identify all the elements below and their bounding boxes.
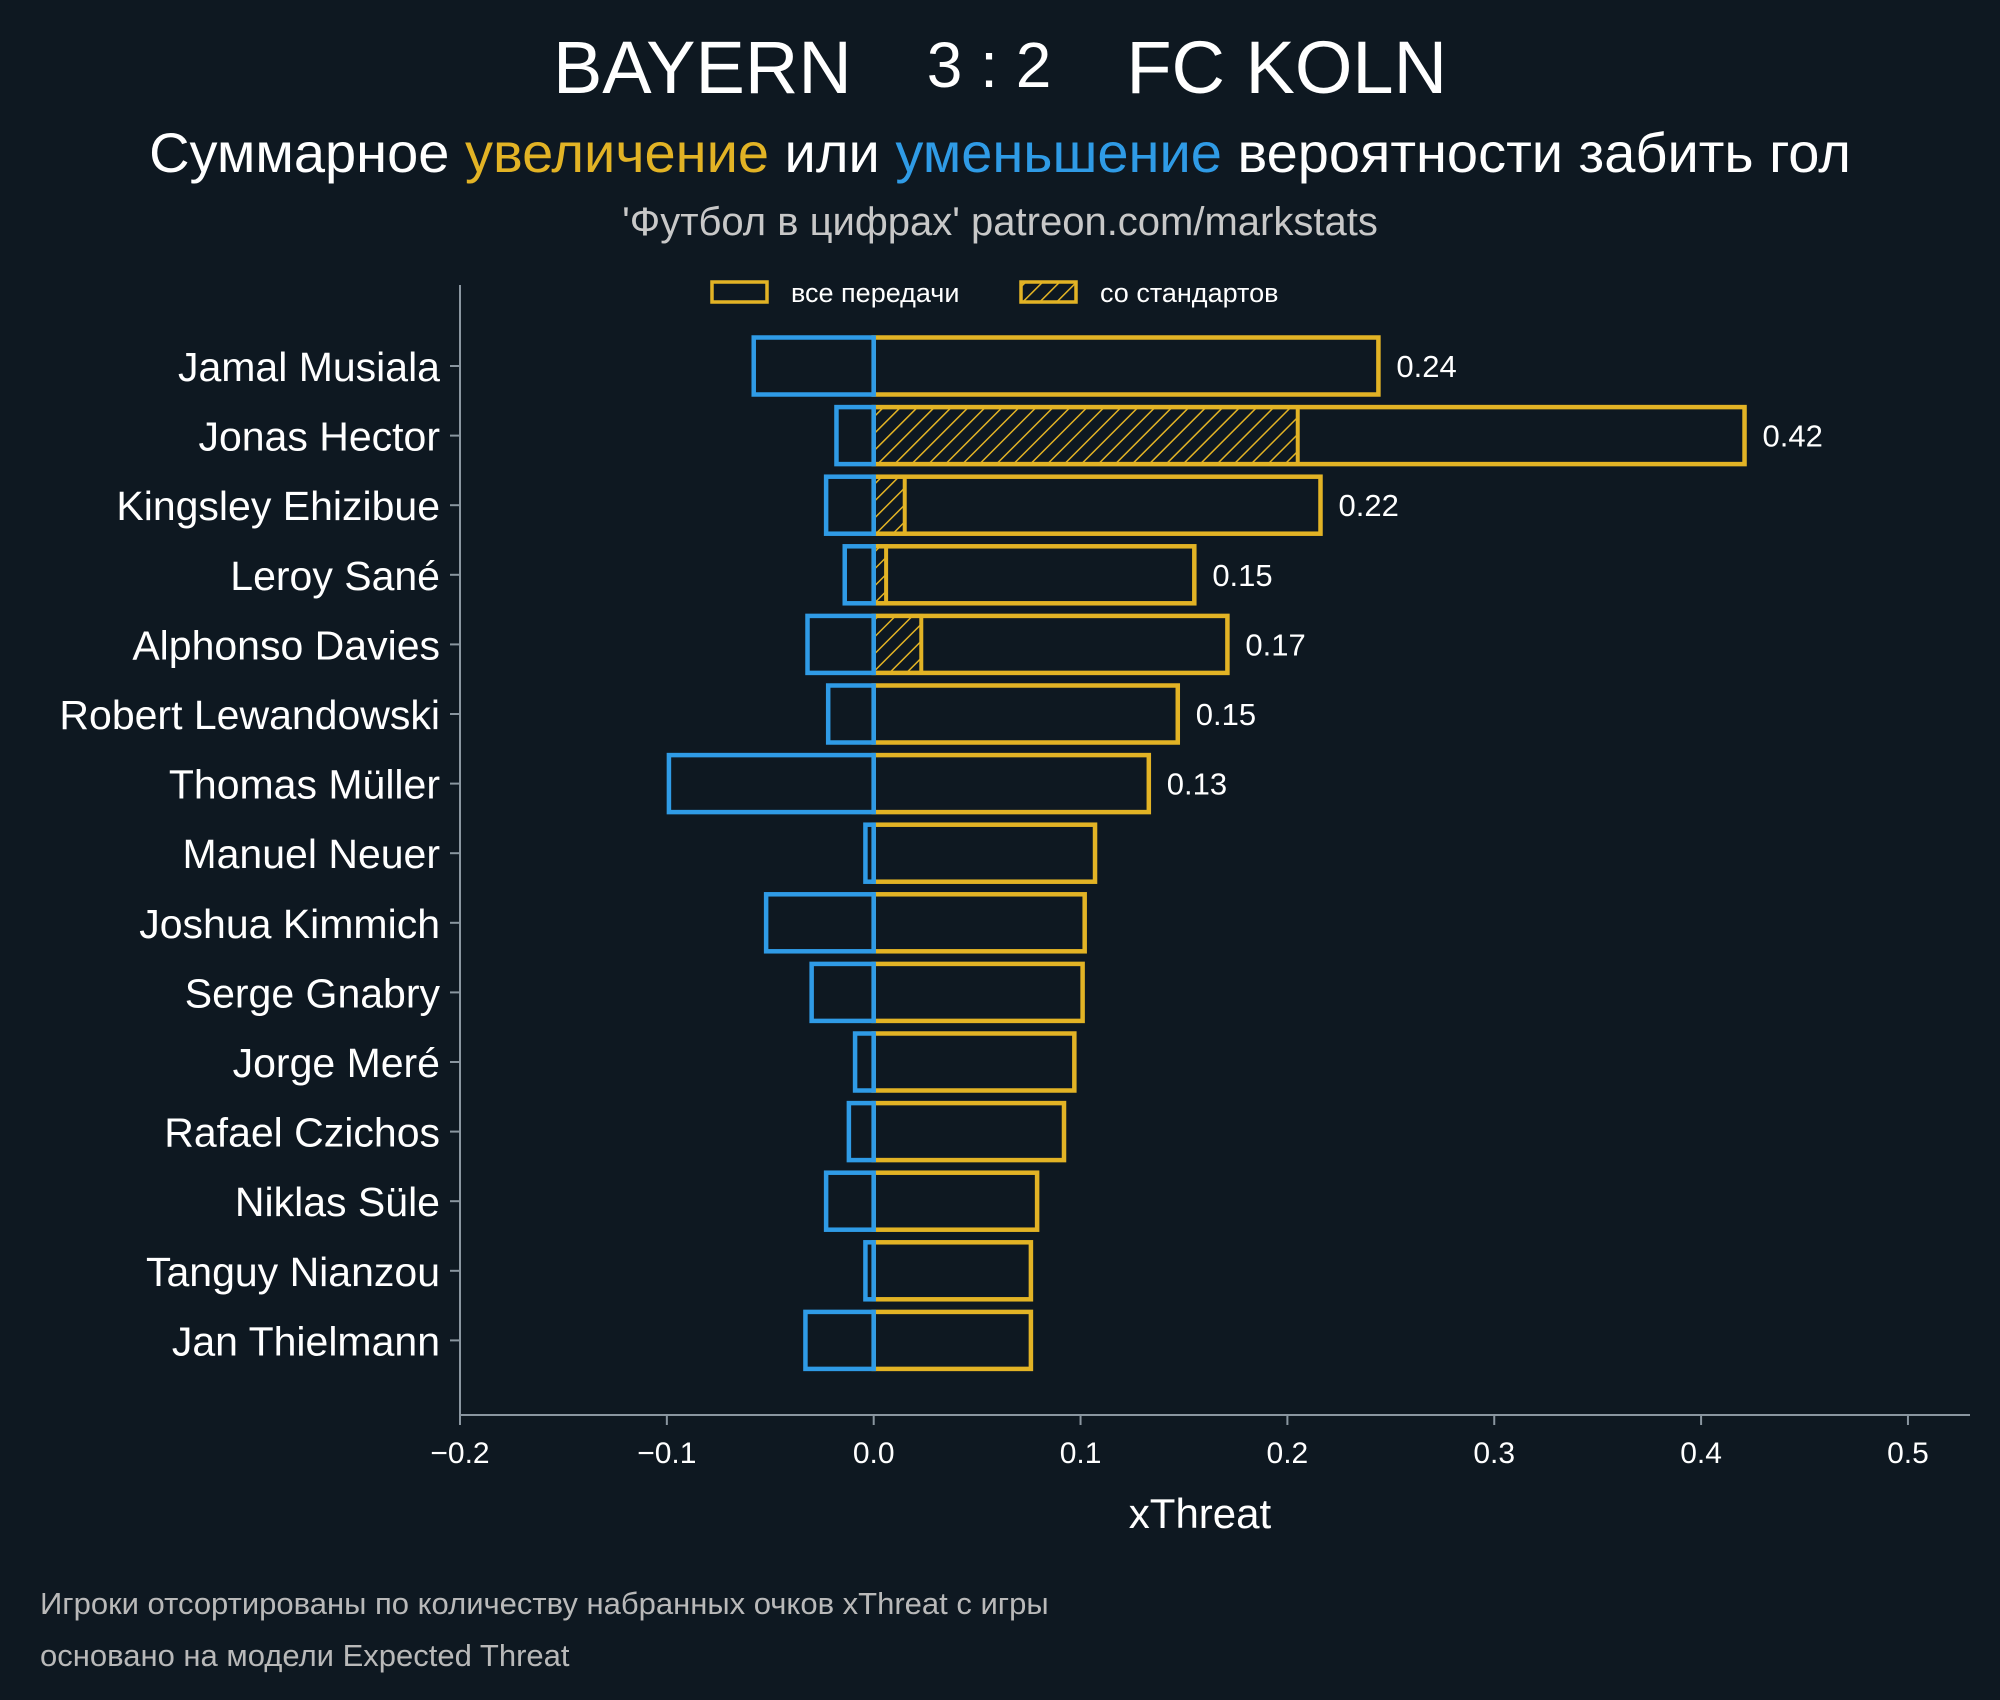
increase-bar [871, 822, 1098, 884]
decrease-bar [852, 1031, 876, 1093]
home-team: BAYERN [552, 26, 852, 109]
increase-bar [871, 335, 1381, 397]
set-piece-bar [871, 613, 924, 675]
chart-bars: 0.24 0.42 0.22 0.15 0.17 0.15 0.13 [666, 335, 1823, 1372]
x-axis-title: xThreat [1129, 1490, 1272, 1537]
footnote-sorting: Игроки отсортированы по количеству набра… [40, 1586, 1049, 1621]
match-score: 3 : 2 [926, 29, 1052, 101]
x-tick-label: 0.3 [1473, 1437, 1515, 1470]
decrease-bar [834, 404, 876, 467]
player-label: Thomas Müller [169, 762, 440, 808]
x-tick-label: 0.4 [1680, 1437, 1722, 1470]
player-label: Leroy Sané [230, 553, 440, 599]
set-piece-bar [871, 405, 1300, 467]
decrease-bar [863, 1240, 876, 1302]
increase-bar [871, 752, 1152, 815]
x-tick-label: −0.2 [430, 1437, 489, 1470]
value-label: 0.13 [1167, 767, 1227, 802]
increase-bar [871, 474, 1323, 536]
decrease-bar [823, 1170, 876, 1232]
player-label: Jorge Meré [233, 1040, 440, 1086]
increase-bar [871, 1170, 1040, 1232]
player-label: Serge Gnabry [185, 970, 441, 1016]
increase-bar [871, 544, 1197, 606]
player-label: Kingsley Ehizibue [116, 483, 440, 529]
chart-legend: все передачи со стандартов [710, 278, 1278, 308]
decrease-bar [846, 1100, 876, 1163]
increase-bar [871, 1031, 1077, 1093]
subtitle-part3: вероятности забить гол [1221, 121, 1851, 184]
player-label: Alphonso Davies [132, 622, 440, 668]
decrease-bar [751, 335, 876, 397]
source-credit: 'Футбол в цифрах' patreon.com/markstats [622, 200, 1378, 244]
legend-set-pieces-label: со стандартов [1100, 278, 1278, 308]
increase-bar [871, 961, 1085, 1024]
player-label: Jamal Musiala [178, 344, 440, 390]
xthreat-chart: все передачи со стандартов −0.2 −0.1 0.0 0.1… [59, 278, 1970, 1537]
value-label: 0.42 [1763, 419, 1823, 454]
chart-subtitle: Суммарное увеличение или уменьшение веро… [0, 118, 2000, 188]
match-title: BAYERN 3 : 2 FC KOLN [0, 22, 2000, 111]
player-label: Niklas Süle [235, 1179, 440, 1225]
increase-bar [871, 1100, 1067, 1163]
legend-set-pieces-swatch [1019, 280, 1078, 304]
value-label: 0.15 [1196, 697, 1256, 732]
increase-bar [871, 613, 1230, 676]
player-label: Jan Thielmann [172, 1318, 440, 1364]
decrease-bar [803, 1309, 876, 1372]
x-tick-label: 0.1 [1060, 1437, 1102, 1470]
legend-all-passes-label: все передачи [791, 278, 959, 308]
decrease-bar [763, 892, 876, 954]
x-tick-label: 0.0 [853, 1437, 895, 1470]
value-label: 0.15 [1212, 558, 1272, 593]
increase-bar [871, 683, 1181, 745]
player-label: Tanguy Nianzou [146, 1249, 440, 1295]
subtitle-part2: или [769, 121, 896, 184]
decrease-bar [805, 613, 876, 676]
decrease-bar [809, 961, 876, 1024]
value-label: 0.22 [1338, 488, 1398, 523]
chart-axes: −0.2 −0.1 0.0 0.1 0.2 0.3 0.4 0.5 xThreat Jamal M… [59, 285, 1970, 1537]
subtitle-increase: увеличение [464, 121, 769, 184]
x-tick-label: 0.2 [1267, 1437, 1309, 1470]
subtitle-decrease: уменьшение [895, 121, 1222, 184]
decrease-bar [842, 544, 876, 606]
footnote-model: основано на модели Expected Threat [40, 1638, 570, 1673]
player-label: Rafael Czichos [164, 1110, 440, 1156]
value-label: 0.17 [1245, 627, 1305, 662]
increase-bar [871, 1240, 1034, 1302]
increase-bar [871, 892, 1087, 954]
decrease-bar [823, 474, 876, 536]
subtitle-part1: Суммарное [149, 121, 465, 184]
player-label: Manuel Neuer [182, 831, 440, 877]
x-tick-label: 0.5 [1887, 1437, 1929, 1470]
value-label: 0.24 [1396, 349, 1456, 384]
player-label: Joshua Kimmich [139, 901, 440, 947]
decrease-bar [825, 683, 876, 745]
away-team: FC KOLN [1126, 26, 1448, 109]
decrease-bar [666, 752, 876, 815]
legend-all-passes-swatch [710, 280, 769, 304]
increase-bar [871, 1309, 1034, 1372]
set-piece-bar [871, 474, 907, 536]
x-tick-label: −0.1 [637, 1437, 696, 1470]
decrease-bar [863, 822, 876, 884]
player-label: Jonas Hector [198, 414, 440, 460]
player-label: Robert Lewandowski [59, 692, 440, 738]
